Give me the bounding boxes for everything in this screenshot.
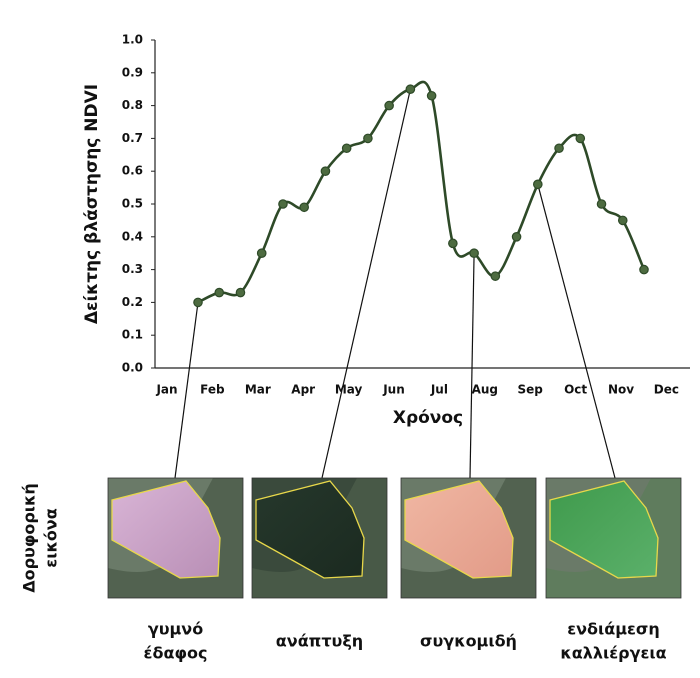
caption: έδαφος <box>144 644 208 663</box>
x-tick-label: Aug <box>472 383 498 397</box>
caption: συγκομιδή <box>420 632 517 651</box>
y-tick-label: 0.0 <box>122 361 143 375</box>
x-axis-label: Χρόνος <box>393 408 463 428</box>
caption: γυμνό <box>148 620 203 639</box>
image-frame <box>400 477 537 599</box>
side-label-line: εικόνα <box>42 508 61 567</box>
y-tick-label: 0.7 <box>122 131 143 145</box>
satellite-image <box>107 477 244 599</box>
y-tick-label: 0.1 <box>122 328 143 342</box>
side-label: Δορυφορική εικόνα <box>20 483 61 593</box>
satellite-image <box>251 477 388 599</box>
ndvi-point <box>256 248 267 258</box>
y-tick-label: 0.2 <box>122 295 143 309</box>
ndvi-point <box>426 90 437 101</box>
ndvi-point <box>341 143 352 154</box>
field <box>404 480 514 579</box>
connector <box>537 184 616 479</box>
ndvi-point <box>617 215 628 226</box>
ndvi-line <box>197 80 646 304</box>
caption: ανάπτυξη <box>276 632 363 651</box>
x-tick-label: Nov <box>608 383 634 397</box>
satellite-image <box>545 477 682 599</box>
ndvi-point <box>299 202 309 213</box>
ndvi-point <box>193 297 203 308</box>
y-tick-label: 0.8 <box>122 98 143 112</box>
ndvi-point <box>384 100 394 111</box>
field <box>111 480 221 579</box>
ndvi-point <box>490 271 501 281</box>
ndvi-point <box>596 199 607 209</box>
caption: ενδιάμεση <box>567 620 660 639</box>
connector <box>174 302 199 479</box>
ndvi-point <box>554 143 564 154</box>
image-frame <box>251 477 388 599</box>
x-tick-label: Apr <box>291 383 315 397</box>
caption: καλλιέργεια <box>560 644 666 663</box>
x-tick-label: Jul <box>430 383 448 397</box>
ndvi-point <box>363 133 373 144</box>
x-tick-label: Jun <box>382 383 405 397</box>
satellite-image <box>400 477 537 599</box>
y-tick-label: 0.5 <box>122 197 143 211</box>
y-tick-label: 0.6 <box>122 164 143 178</box>
connector <box>321 89 411 479</box>
ndvi-point <box>511 232 522 242</box>
x-tick-label: Oct <box>564 383 587 397</box>
y-axis-label: Δείκτης βλάστησης NDVI <box>82 84 102 324</box>
image-frame <box>107 477 244 599</box>
ndvi-point <box>533 179 543 190</box>
y-tick-label: 0.4 <box>122 229 143 243</box>
x-tick-label: Mar <box>245 383 271 397</box>
connector <box>469 253 475 479</box>
y-tick-label: 0.3 <box>122 262 143 276</box>
ndvi-point <box>214 287 225 298</box>
ndvi-point <box>575 133 586 144</box>
ndvi-point <box>639 264 649 275</box>
side-label-line: Δορυφορική <box>20 483 39 593</box>
x-tick-label: Dec <box>654 383 679 397</box>
ndvi-point <box>320 166 331 176</box>
ndvi-point <box>448 238 458 249</box>
y-tick-label: 0.9 <box>122 65 143 79</box>
x-tick-label: May <box>335 383 363 397</box>
x-tick-label: Sep <box>518 383 544 397</box>
ndvi-point <box>469 248 479 258</box>
ndvi-point <box>278 199 288 209</box>
x-tick-label: Jan <box>155 383 177 397</box>
image-frame <box>545 477 682 599</box>
ndvi-point <box>405 84 416 94</box>
y-tick-label: 1.0 <box>122 33 143 47</box>
ndvi-point <box>235 287 246 298</box>
x-tick-label: Feb <box>200 383 225 397</box>
field <box>255 480 365 579</box>
field <box>549 480 659 579</box>
